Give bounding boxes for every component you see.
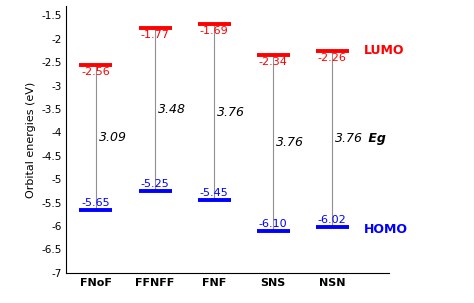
Text: -5.25: -5.25: [140, 179, 169, 189]
Text: -5.45: -5.45: [200, 188, 228, 198]
Text: -2.56: -2.56: [81, 67, 110, 77]
Y-axis label: Orbital energies (eV): Orbital energies (eV): [26, 81, 36, 198]
Text: 3.76: 3.76: [336, 132, 364, 145]
Text: -5.65: -5.65: [81, 198, 110, 208]
Text: -2.34: -2.34: [259, 57, 287, 67]
Text: 3.76: 3.76: [276, 136, 304, 149]
Text: -2.26: -2.26: [318, 53, 346, 63]
Text: HOMO: HOMO: [364, 223, 408, 236]
Text: -6.10: -6.10: [259, 219, 287, 229]
Text: -1.69: -1.69: [200, 26, 228, 36]
Text: 3.76: 3.76: [217, 106, 245, 119]
Text: 3.09: 3.09: [99, 131, 127, 144]
Text: 3.48: 3.48: [158, 103, 186, 116]
Text: -1.77: -1.77: [140, 30, 169, 40]
Text: -6.02: -6.02: [318, 215, 346, 225]
Text: LUMO: LUMO: [364, 45, 404, 58]
Text: Eg: Eg: [364, 132, 386, 145]
